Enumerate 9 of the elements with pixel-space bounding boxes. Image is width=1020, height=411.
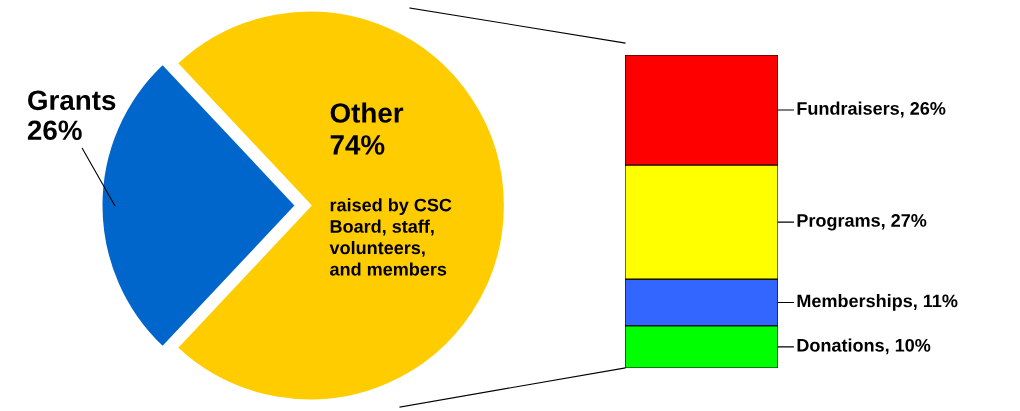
data-label: Programs, 27% <box>797 214 927 231</box>
text: raised by CSC Board, staff, volunteers, and members <box>329 198 452 276</box>
data-label: Donations, 10% <box>797 338 931 355</box>
data-label: Fundraisers, 26% <box>797 101 946 118</box>
slice-label: Other <box>330 102 404 123</box>
data-label: 26% <box>27 120 82 141</box>
slice-label: Grants <box>28 90 116 111</box>
data-label: Memberships, 11% <box>797 294 958 311</box>
data-label: 74% <box>330 135 385 155</box>
